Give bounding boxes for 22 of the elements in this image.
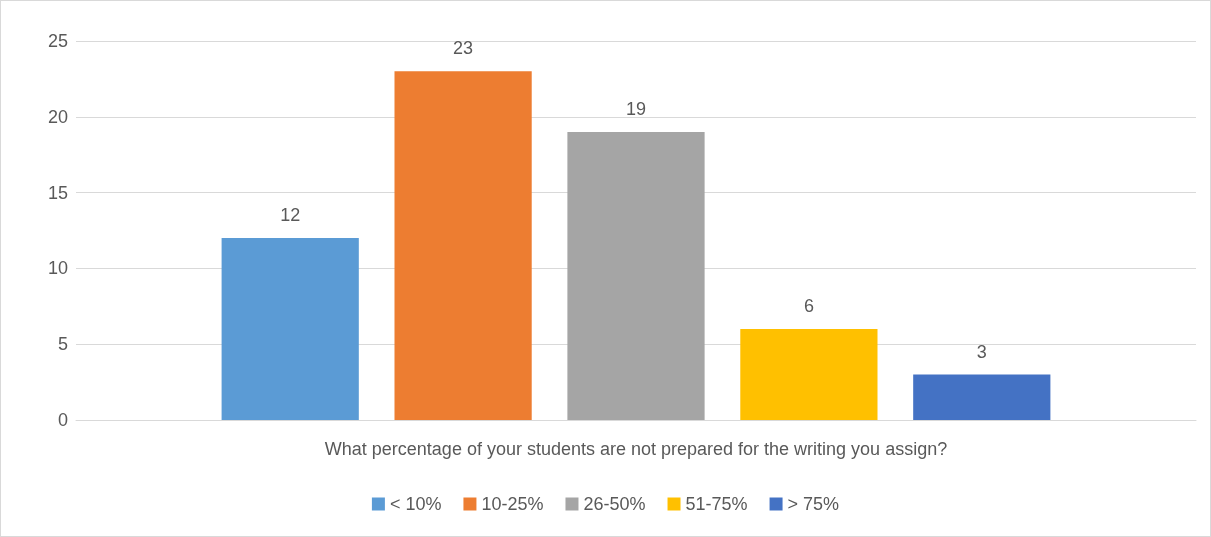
y-tick-label: 10 (47, 258, 68, 279)
data-label: 23 (453, 38, 474, 59)
legend-label: 10-25% (481, 494, 544, 514)
data-label: 19 (625, 98, 647, 119)
y-tick-label: 0 (57, 410, 68, 430)
y-tick-label: 5 (57, 334, 68, 355)
data-label: 6 (803, 296, 814, 317)
legend-label: 26-50% (583, 494, 646, 514)
bar (221, 238, 359, 420)
data-label: 3 (976, 341, 987, 362)
y-tick-label: 25 (47, 31, 68, 51)
y-tick-label: 15 (47, 182, 68, 203)
bar (394, 71, 532, 420)
legend-label: 51-75% (685, 494, 748, 514)
legend-label: < 10% (389, 494, 442, 514)
legend-label: > 75% (787, 494, 840, 514)
y-tick-label: 20 (47, 106, 68, 127)
bar (740, 329, 878, 420)
bar (567, 131, 705, 420)
bar (913, 374, 1051, 420)
data-label: 12 (280, 205, 301, 226)
x-tick-label: What percentage of your students are not prepared for the writing you assign? (324, 439, 948, 459)
